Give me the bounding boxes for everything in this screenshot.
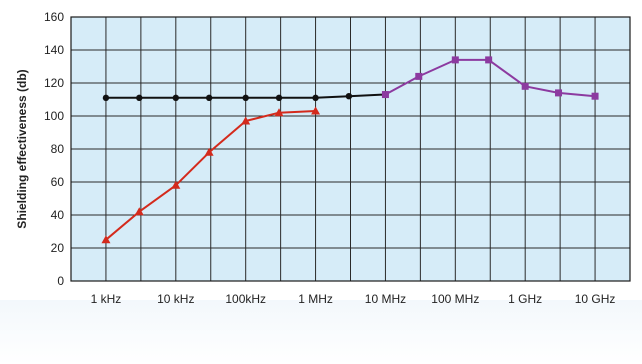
series-point-circle <box>172 94 180 102</box>
series-point-circle <box>136 94 143 102</box>
x-tick-label: 10 kHz <box>157 292 194 306</box>
y-tick-label: 40 <box>51 208 65 222</box>
x-tick-label: 1 MHz <box>298 292 333 306</box>
x-tick-label: 1 GHz <box>508 292 542 306</box>
series-point-circle <box>312 94 319 102</box>
y-tick-label: 100 <box>44 109 64 123</box>
y-tick-label: 160 <box>44 10 64 24</box>
series-point-square <box>485 56 493 64</box>
y-tick-label: 80 <box>51 142 65 156</box>
series-point-square <box>451 56 459 64</box>
series-point-square <box>381 91 389 99</box>
series-point-circle <box>345 93 353 100</box>
x-tick-label: 10 GHz <box>575 292 616 306</box>
y-axis-title: Shielding effectiveness (db) <box>15 69 29 228</box>
series-point-triangle <box>171 180 181 189</box>
y-tick-label: 20 <box>51 241 65 255</box>
series-point-triangle <box>101 235 111 244</box>
x-tick-label: 100kHz <box>225 292 266 306</box>
series-point-triangle <box>311 106 321 115</box>
series-point-triangle <box>241 116 251 125</box>
x-tick-label: 10 MHz <box>365 292 406 306</box>
series-point-circle <box>275 94 283 102</box>
series-point-triangle <box>134 207 144 216</box>
plot-border <box>70 16 631 282</box>
series-point-circle <box>102 94 110 102</box>
y-tick-label: 140 <box>44 43 64 57</box>
series-point-circle <box>242 94 249 102</box>
series-point-triangle <box>204 147 214 156</box>
series-point-square <box>555 89 563 97</box>
y-tick-label: 0 <box>57 274 64 288</box>
series-point-circle <box>205 94 213 102</box>
y-tick-label: 120 <box>44 76 64 90</box>
series-point-square <box>521 82 529 90</box>
x-tick-label: 100 MHz <box>431 292 479 306</box>
x-tick-label: 1 kHz <box>91 292 122 306</box>
series-point-square <box>591 92 599 100</box>
y-tick-label: 60 <box>51 175 65 189</box>
series-point-square <box>415 72 423 80</box>
series-point-triangle <box>274 108 284 117</box>
bottom-fade-band <box>0 300 642 364</box>
